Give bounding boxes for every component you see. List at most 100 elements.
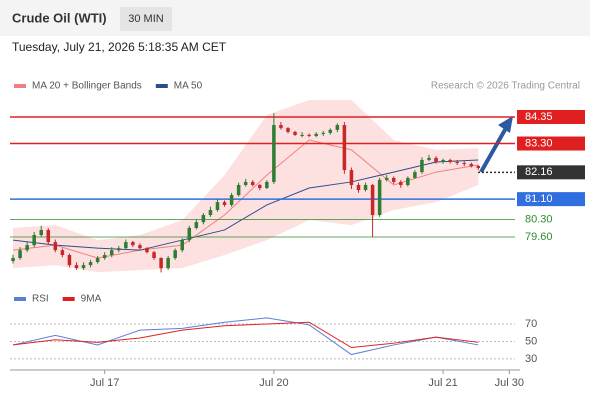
candle-body [349,170,354,185]
candle-body [384,177,389,180]
candle-body [391,177,396,182]
candle-body [265,181,269,189]
level-label: 82.16 [525,166,553,178]
level-badge [517,192,585,207]
legend-swatch [155,84,168,88]
candle-body [406,177,410,185]
timeframe-badge[interactable] [120,7,172,31]
timeframe-label[interactable]: 30 MIN [128,13,164,25]
x-tick-label: Jul 30 [495,377,524,389]
candle-body [370,184,375,216]
candle-body [39,229,43,236]
candle-body [377,179,382,216]
level-badge [517,109,585,124]
level-label: 79.60 [525,231,553,243]
legend-label: 9MA [81,294,102,305]
level-label: 80.30 [525,213,553,225]
candle-body [363,184,368,191]
candle-body [434,157,438,162]
candle-body [74,265,79,269]
candle-body [307,134,311,136]
candle-body [95,258,100,263]
candle-body [145,248,149,253]
level-label: 81.10 [525,193,553,205]
candle-body [236,184,241,196]
x-tick-label: Jul 17 [90,377,119,389]
candle-body [300,134,304,136]
candle-body [448,159,452,162]
level-badge [517,165,585,180]
candle-body [131,242,135,246]
chart-title: Crude Oil (WTI) [12,10,107,25]
candle-body [25,245,29,251]
candle-body [32,235,36,246]
level-label: 84.35 [525,111,553,123]
candle-body [138,245,142,249]
candle-body [399,181,403,185]
candle-body [427,157,431,160]
candle-body [159,258,163,269]
candle-body [53,242,58,251]
level-badge [517,136,585,151]
candle-body [314,133,318,136]
candle-body [67,254,72,266]
candle-body [286,128,290,132]
legend-label: RSI [32,294,49,305]
candle-body [279,125,283,129]
candle-body [180,240,184,251]
candle-body [215,202,220,210]
header-bar [0,0,590,36]
candle-body [201,215,206,223]
candle-body [293,131,297,135]
candle-body [46,229,51,243]
legend-swatch [14,297,26,301]
indicator-line [12,321,479,349]
candle-body [117,248,121,251]
candle-body [81,265,86,269]
candle-body [208,209,213,216]
y-tick-label: 50 [525,335,537,347]
candle-body [102,254,107,259]
candle-body [420,159,424,173]
candle-body [109,250,114,255]
candle-body [462,162,467,164]
candle-body [335,125,340,130]
candle-body [328,129,333,133]
legend-label: MA 20 + Bollinger Bands [32,81,142,92]
candle-body [243,181,248,185]
timestamp: Tuesday, July 21, 2026 5:18:35 AM CET [12,40,227,54]
y-tick-label: 30 [525,353,537,365]
candle-body [194,222,199,228]
candle-body [152,252,156,259]
candle-body [321,132,325,134]
legend-swatch [14,84,26,88]
candle-body [173,250,177,259]
indicator-line [12,317,479,356]
candle-body [166,258,170,269]
candle-body [60,250,65,255]
candle-body [88,262,93,266]
candle-body [250,181,255,185]
candle-body [342,125,347,171]
x-tick-label: Jul 20 [259,377,288,389]
candle-body [222,202,227,205]
legend-label: MA 50 [174,81,203,92]
moving-average [12,159,479,251]
forecast-arrowhead [498,116,513,133]
candle-body [413,172,417,178]
candle-body [272,125,276,182]
candle-body [356,184,361,191]
candle-body [124,242,128,249]
candle-body [229,195,234,205]
candle-body [476,166,481,169]
candle-body [455,161,459,163]
forecast-arrow [479,127,508,173]
credit: Research © 2026 Trading Central [431,81,580,92]
candle-body [469,163,474,167]
candle-body [11,258,15,262]
candle-body [18,250,22,259]
candle-body [441,159,445,162]
candle-body [187,227,192,241]
level-label: 83.30 [525,137,553,149]
